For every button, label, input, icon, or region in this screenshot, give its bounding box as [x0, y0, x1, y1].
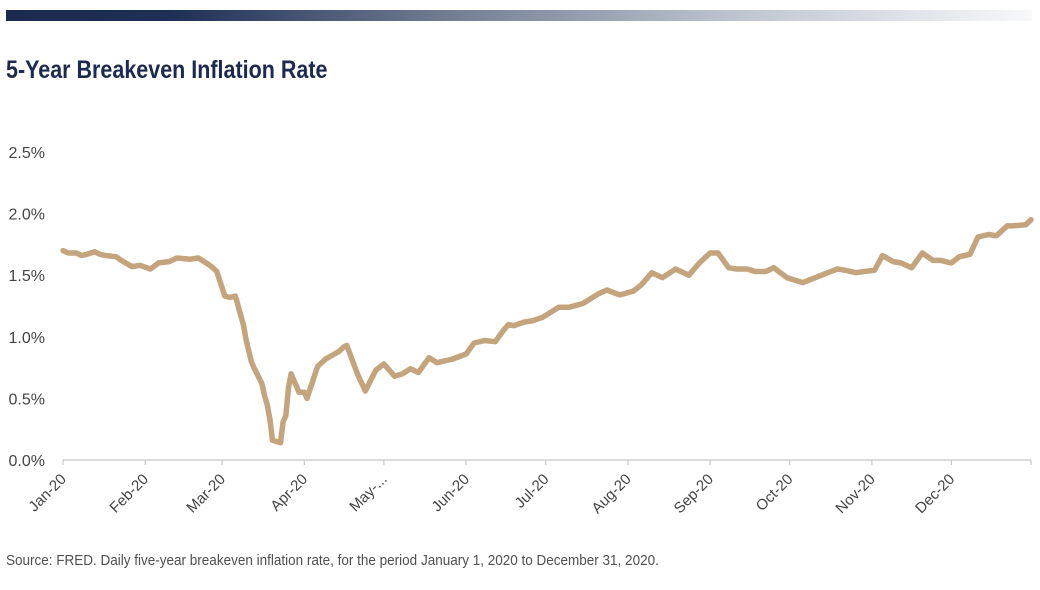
- y-tick-label: 1.5%: [9, 268, 45, 285]
- x-tick-label: Oct-20: [753, 471, 797, 515]
- y-axis: 0.0% 0.5% 1.0% 1.5% 2.0% 2.5%: [9, 145, 45, 470]
- x-tick-label: Aug-20: [588, 471, 634, 517]
- x-tick-label: Jan-20: [25, 471, 69, 515]
- x-tick-label: Sep-20: [671, 471, 717, 517]
- y-tick-label: 2.5%: [9, 145, 45, 162]
- x-tick-label: May-...: [346, 471, 390, 515]
- x-tick-label: Jun-20: [428, 471, 472, 515]
- y-tick-label: 0.0%: [9, 453, 45, 470]
- y-tick-label: 1.0%: [9, 330, 45, 347]
- x-tick-label: Dec-20: [912, 471, 958, 517]
- x-tick-label: Jul-20: [512, 471, 553, 512]
- line-chart: 0.0% 0.5% 1.0% 1.5% 2.0% 2.5% Jan-20 Feb-20 Mar…: [9, 145, 1034, 517]
- series-layer: [60, 217, 1034, 446]
- source-note: Source: FRED. Daily five-year breakeven …: [6, 552, 659, 569]
- x-axis: Jan-20 Feb-20 Mar-20 Apr-20 May-... Jun-20 Jul…: [25, 459, 1032, 517]
- y-tick-label: 2.0%: [9, 207, 45, 224]
- y-tick-label: 0.5%: [9, 391, 45, 408]
- x-tick-label: Apr-20: [267, 471, 311, 515]
- header-accent-bar: [6, 10, 1032, 21]
- x-tick-label: Mar-20: [183, 471, 229, 517]
- x-tick-label: Nov-20: [832, 471, 878, 517]
- series-line: [60, 217, 1034, 446]
- x-tick-label: Feb-20: [106, 471, 152, 517]
- page-title: 5-Year Breakeven Inflation Rate: [6, 56, 328, 84]
